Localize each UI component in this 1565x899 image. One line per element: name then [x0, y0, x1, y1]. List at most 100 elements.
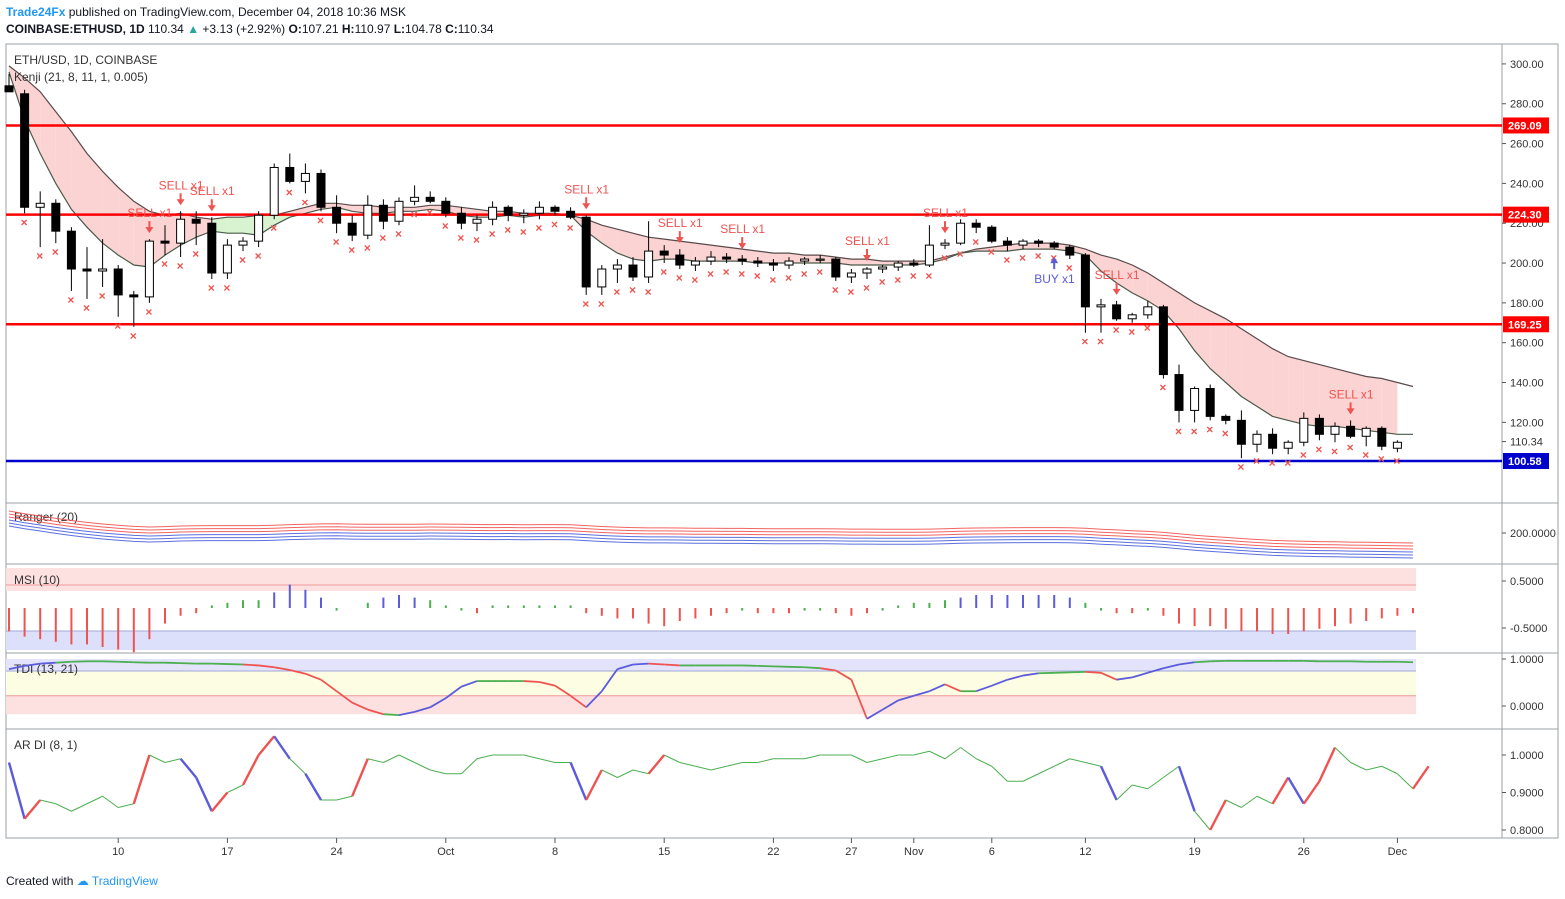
ardi-segment	[1366, 765, 1382, 771]
candle-body	[332, 206, 342, 224]
candle-body	[566, 210, 576, 218]
candle-body	[1065, 246, 1075, 256]
time-tick-label: 24	[330, 846, 342, 858]
candle-body	[1361, 427, 1371, 437]
stop-marker: ×	[723, 265, 730, 279]
price-tick-label: 160.00	[1510, 338, 1544, 350]
ardi-segment	[289, 758, 306, 775]
stop-marker: ×	[520, 225, 527, 239]
stop-marker: ×	[442, 219, 449, 233]
ardi-segment	[663, 754, 681, 763]
stop-marker: ×	[1003, 253, 1010, 267]
stop-marker: ×	[1206, 422, 1213, 436]
tdi-segment	[367, 708, 384, 716]
candle-body	[628, 264, 638, 278]
cloud-segment	[1116, 259, 1133, 293]
candle-body	[940, 242, 950, 246]
stop-marker: ×	[83, 301, 90, 315]
tdi-segment	[523, 680, 540, 683]
level-tag	[1503, 453, 1549, 470]
ardi-segment	[585, 769, 603, 801]
time-tick-label: 12	[1079, 846, 1091, 858]
ardi-segment	[679, 762, 696, 767]
tdi-segment	[539, 681, 556, 687]
ardi-segment	[960, 747, 977, 760]
candle-body	[1392, 441, 1402, 449]
ardi-segment	[929, 750, 946, 760]
candle-body	[254, 214, 264, 242]
ardi-segment	[1381, 765, 1398, 775]
candle-body	[51, 202, 61, 232]
level-tag-label: 224.30	[1508, 210, 1542, 222]
candle-body	[378, 204, 388, 222]
stop-marker: ×	[1144, 321, 1151, 335]
candle-body	[82, 268, 92, 272]
ardi-segment	[367, 758, 384, 763]
msi-label: MSI (10)	[14, 573, 60, 587]
candle-body	[581, 216, 591, 288]
candle-body	[1314, 417, 1324, 435]
ardi-segment	[257, 735, 276, 756]
ardi-segment	[23, 799, 42, 820]
ardi-segment	[1412, 765, 1430, 790]
buy-arrow-icon	[1050, 257, 1059, 270]
stop-marker: ×	[208, 281, 215, 295]
author-name[interactable]: Trade24Fx	[6, 5, 66, 19]
tradingview-logo-icon[interactable]: ☁	[76, 874, 89, 888]
candle-body	[784, 260, 794, 266]
cloud-segment	[1288, 356, 1304, 425]
ardi-segment	[71, 803, 88, 812]
ardi-segment	[1177, 765, 1196, 812]
tdi-segment	[664, 663, 680, 667]
candle-body	[519, 212, 529, 216]
tdi-segment	[1194, 660, 1211, 664]
stop-marker: ×	[1393, 454, 1400, 468]
candle-body	[1252, 433, 1262, 445]
candle-body	[644, 250, 654, 278]
candle-body	[800, 258, 810, 262]
tdi-segment	[336, 690, 353, 704]
published-text: published on TradingView.com, December 0…	[68, 5, 407, 19]
msi-tick-label: 0.5000	[1510, 576, 1544, 588]
cloud-segment	[1303, 360, 1320, 427]
sell-signal-label: SELL x1	[1329, 387, 1374, 401]
level-tag	[1503, 117, 1549, 134]
ardi-segment	[273, 735, 291, 760]
ranger-line	[8, 522, 1414, 556]
ardi-segment	[7, 762, 26, 820]
candle-body	[1268, 433, 1278, 449]
stop-marker: ×	[738, 267, 745, 281]
tdi-segment	[1007, 674, 1024, 681]
candle-body	[222, 244, 232, 274]
candle-body	[1377, 427, 1387, 447]
stop-marker: ×	[348, 243, 355, 257]
tdi-segment	[258, 664, 275, 669]
candle-body	[1283, 441, 1293, 449]
tdi-tick-label: 0.0000	[1510, 701, 1544, 713]
tdi-segment	[1022, 672, 1039, 677]
ardi-segment	[539, 758, 556, 763]
candle-body	[909, 262, 919, 266]
candle-body	[831, 258, 841, 278]
tdi-segment	[554, 684, 572, 697]
tdi-segment	[55, 660, 72, 664]
ardi-segment	[398, 754, 415, 763]
tdi-segment	[835, 669, 852, 681]
cloud-segment	[71, 131, 87, 228]
time-tick-label: 22	[767, 846, 779, 858]
candle-body	[207, 222, 217, 274]
cloud-segment	[867, 259, 883, 266]
ardi-segment	[726, 762, 743, 767]
candle-body	[488, 206, 498, 220]
sell-signal-label: SELL x1	[720, 222, 765, 236]
sell-signal-label: SELL x1	[190, 184, 235, 198]
candle-body	[144, 240, 154, 298]
candle-body	[113, 268, 123, 296]
stop-marker: ×	[52, 245, 59, 259]
time-tick-label: 10	[112, 846, 124, 858]
candle-body	[1049, 242, 1059, 248]
tradingview-brand[interactable]: TradingView	[91, 874, 158, 888]
sell-signal-label: SELL x1	[159, 178, 204, 192]
cloud-segment	[757, 251, 774, 264]
